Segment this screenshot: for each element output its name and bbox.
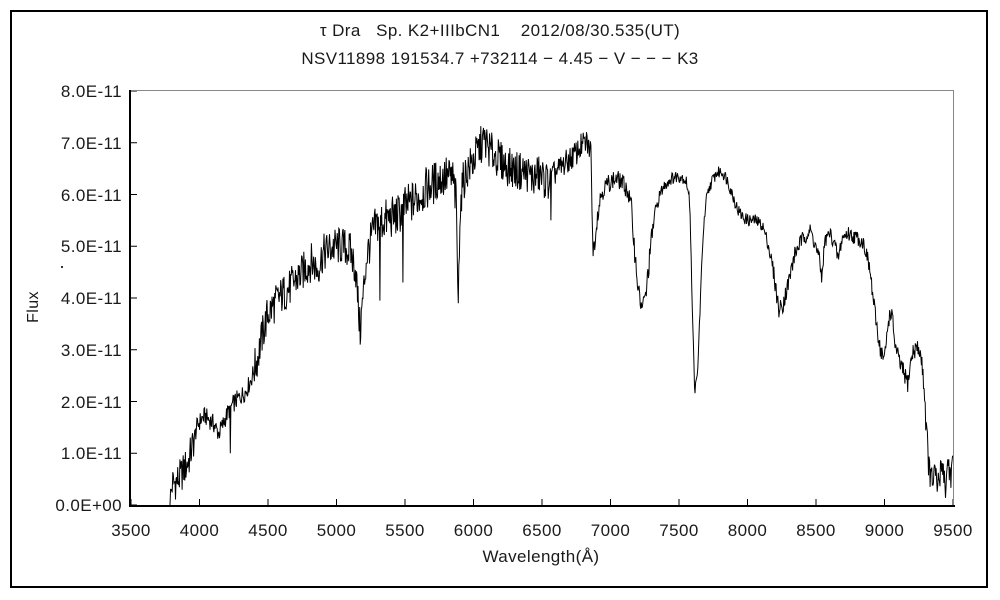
x-tick-label: 9000: [864, 521, 905, 540]
x-tick-label: 4500: [248, 521, 288, 540]
y-tick-label: 3.0E-11: [60, 340, 122, 360]
x-tick-label: 7500: [659, 521, 699, 540]
x-tick-label: 5000: [316, 521, 357, 540]
x-tick-label: 8500: [796, 521, 836, 540]
y-tick-label: 5.0E-11: [60, 237, 122, 257]
chart-subtitle: NSV11898 191534.7 +732114 − 4.45 − V − −…: [301, 49, 699, 68]
x-tick-label: 6500: [522, 521, 562, 540]
plot-area: [131, 91, 953, 505]
y-tick-label: 8.0E-11: [60, 82, 122, 101]
y-tick-label: 6.0E-11: [60, 185, 122, 205]
plot-border-right: [953, 90, 954, 507]
chart-title: τ Dra Sp. K2+IIIbCN1 2012/08/30.535(UT): [319, 21, 681, 40]
x-axis-title: Wavelength(Å): [482, 547, 600, 566]
x-tick-label: 7000: [590, 521, 631, 540]
y-tick-label: 4.0E-11: [60, 289, 122, 308]
x-tick-label: 4000: [179, 521, 220, 540]
spectrum-line: [169, 126, 953, 505]
x-tick-label: 5500: [385, 521, 425, 540]
y-tick-label: 7.0E-11: [60, 133, 122, 153]
x-tick-label: 3500: [111, 521, 151, 540]
x-tick-label: 8000: [727, 521, 768, 540]
y-tick-label: 2.0E-11: [60, 392, 122, 412]
x-tick-label: 6000: [453, 521, 494, 540]
x-axis-line: [129, 505, 955, 507]
y-tick-label: 0.0E+00: [55, 496, 122, 515]
x-tick-label: 9500: [933, 521, 973, 540]
y-tick-label: 1.0E-11: [60, 444, 122, 464]
speck-artifact: [61, 266, 63, 268]
